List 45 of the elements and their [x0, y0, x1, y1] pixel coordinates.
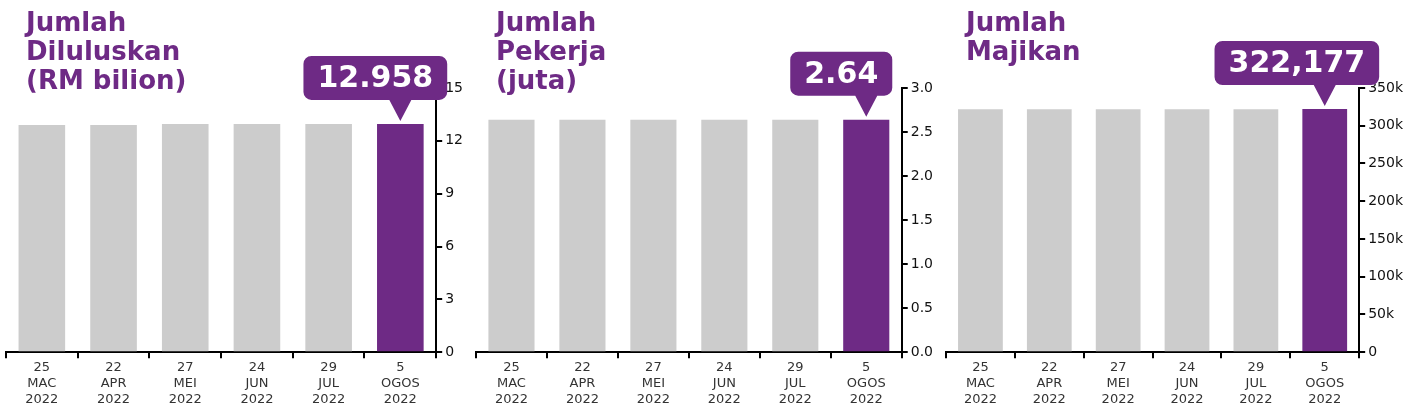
x-tick-label: 22 APR 2022	[1032, 359, 1066, 406]
y-tick-label: 200k	[1368, 191, 1404, 208]
y-tick-label: 100k	[1368, 267, 1404, 284]
x-tick-label: 27 MEI 2022	[168, 359, 202, 406]
y-tick-label: 1.5	[910, 210, 933, 227]
x-tick-label: 29 JUL 2022	[312, 359, 346, 406]
y-tick-label: 150k	[1368, 229, 1404, 246]
x-tick-label: 29 JUL 2022	[778, 359, 812, 406]
y-tick-label: 6	[445, 237, 455, 254]
y-tick-label: 15	[445, 78, 464, 95]
y-tick-label: 0	[1368, 342, 1378, 359]
chart-title: Jumlah Majikan	[966, 7, 1081, 66]
y-tick-label: 50k	[1368, 305, 1395, 322]
x-tick-label: 24 JUN 2022	[240, 359, 274, 406]
y-tick-label: 2.5	[910, 122, 933, 139]
x-tick-label: 22 APR 2022	[565, 359, 599, 406]
x-tick-label: 5 OGOS 2022	[380, 359, 420, 406]
x-tick-label: 25 MAC 2022	[963, 359, 997, 406]
x-tick-label: 24 JUN 2022	[1170, 359, 1204, 406]
y-tick-label: 350k	[1368, 78, 1404, 95]
y-tick-label: 3	[445, 290, 455, 306]
y-tick-label: 300k	[1368, 116, 1404, 133]
data-label: 322,177	[1228, 43, 1366, 79]
y-tick-label: 2.0	[910, 166, 933, 183]
y-tick-label: 0	[445, 342, 455, 359]
chart-title: Jumlah Diluluskan (RM bilion)	[26, 7, 187, 95]
y-tick-label: 0.0	[910, 342, 933, 359]
x-tick-label: 27 MEI 2022	[636, 359, 670, 406]
x-tick-label: 27 MEI 2022	[1101, 359, 1135, 406]
y-tick-label: 250k	[1368, 154, 1404, 171]
x-tick-label: 22 APR 2022	[97, 359, 131, 406]
data-label: 2.64	[804, 54, 879, 90]
x-tick-label: 25 MAC 2022	[494, 359, 529, 406]
x-tick-label: 5 OGOS 2022	[1305, 359, 1345, 406]
chart-title: Jumlah Pekerja (juta)	[496, 7, 607, 95]
x-tick-label: 29 JUL 2022	[1239, 359, 1273, 406]
y-tick-label: 0.5	[910, 298, 933, 315]
x-tick-label: 25 MAC 2022	[25, 359, 59, 406]
y-tick-label: 1.0	[910, 254, 933, 271]
y-tick-label: 9	[445, 184, 455, 201]
x-tick-label: 5 OGOS 2022	[846, 359, 886, 406]
x-tick-label: 24 JUN 2022	[707, 359, 741, 406]
data-label: 12.958	[317, 58, 434, 94]
y-tick-label: 12	[445, 131, 464, 148]
y-tick-label: 3.0	[910, 78, 933, 95]
